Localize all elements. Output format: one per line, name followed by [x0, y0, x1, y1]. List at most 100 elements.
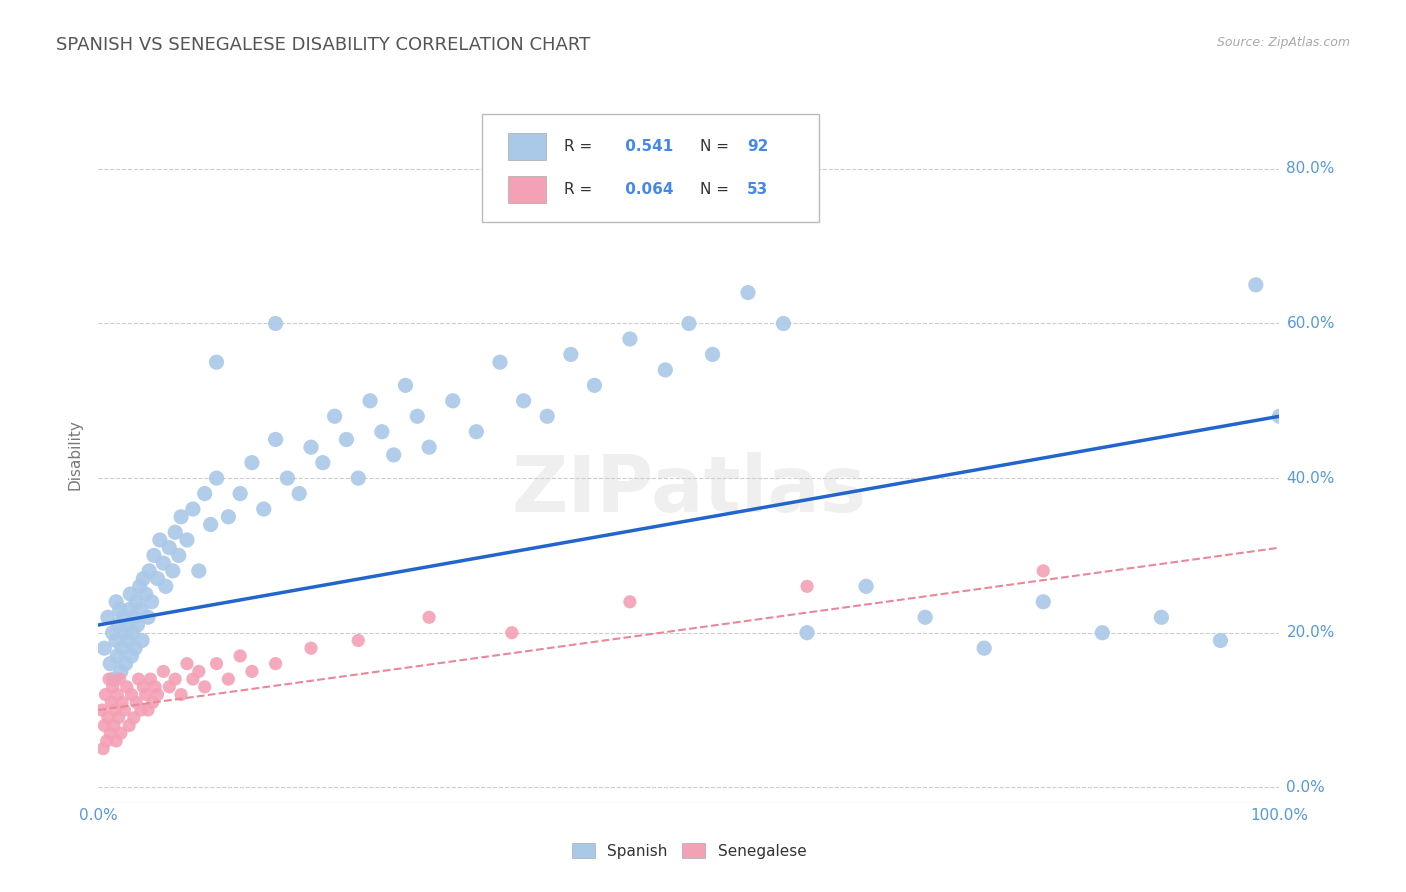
Point: [118, 718, 141, 732]
Point: [143, 680, 166, 694]
Point: [105, 734, 128, 748]
Text: R =: R =: [564, 182, 598, 197]
Point: [142, 695, 165, 709]
Point: [229, 648, 252, 663]
Point: [299, 641, 322, 656]
Point: [132, 572, 155, 586]
Point: [229, 486, 252, 500]
Point: [170, 688, 193, 702]
Point: [97, 610, 120, 624]
Point: [105, 595, 128, 609]
Point: [103, 718, 125, 732]
Point: [217, 509, 239, 524]
Text: 60.0%: 60.0%: [1286, 316, 1334, 331]
Point: [101, 680, 124, 694]
Point: [98, 657, 121, 671]
Point: [583, 378, 606, 392]
Point: [105, 648, 128, 663]
FancyBboxPatch shape: [482, 114, 818, 222]
Point: [110, 665, 132, 679]
Point: [536, 409, 558, 424]
Text: Source: ZipAtlas.com: Source: ZipAtlas.com: [1216, 36, 1350, 49]
Text: 0.0%: 0.0%: [1286, 780, 1326, 795]
Point: [418, 440, 440, 454]
Point: [96, 734, 118, 748]
Point: [155, 579, 177, 593]
Point: [91, 703, 114, 717]
Point: [121, 688, 143, 702]
Point: [120, 587, 142, 601]
Point: [125, 595, 148, 609]
Point: [264, 317, 287, 331]
Point: [418, 610, 440, 624]
Point: [194, 486, 217, 500]
Point: [157, 541, 180, 555]
Point: [112, 703, 135, 717]
Point: [253, 502, 276, 516]
Point: [737, 285, 759, 300]
Point: [347, 633, 370, 648]
Point: [101, 625, 124, 640]
Point: [131, 633, 153, 648]
Point: [1244, 277, 1267, 292]
Point: [146, 688, 169, 702]
Point: [108, 602, 131, 616]
Point: [157, 680, 180, 694]
Point: [125, 695, 148, 709]
Point: [93, 641, 115, 656]
Point: [115, 680, 138, 694]
Point: [98, 726, 121, 740]
Point: [138, 564, 160, 578]
FancyBboxPatch shape: [508, 177, 546, 202]
Point: [128, 672, 150, 686]
Point: [107, 618, 129, 632]
Point: [264, 657, 287, 671]
Point: [167, 549, 190, 563]
Text: SPANISH VS SENEGALESE DISABILITY CORRELATION CHART: SPANISH VS SENEGALESE DISABILITY CORRELA…: [56, 36, 591, 54]
Point: [914, 610, 936, 624]
Point: [654, 363, 676, 377]
Point: [121, 648, 143, 663]
Point: [312, 456, 335, 470]
Point: [855, 579, 877, 593]
Point: [146, 572, 169, 586]
Point: [136, 610, 159, 624]
Point: [121, 625, 143, 640]
Point: [240, 665, 263, 679]
Point: [1268, 409, 1291, 424]
Point: [135, 688, 157, 702]
Point: [678, 317, 700, 331]
Point: [394, 378, 416, 392]
Point: [111, 695, 134, 709]
Point: [1209, 633, 1232, 648]
Point: [205, 471, 228, 485]
Point: [152, 665, 174, 679]
Point: [619, 595, 641, 609]
Point: [512, 393, 534, 408]
Text: 0.541: 0.541: [620, 139, 673, 153]
Point: [142, 549, 165, 563]
Point: [240, 456, 263, 470]
Point: [115, 618, 138, 632]
Point: [501, 625, 523, 640]
Text: 53: 53: [747, 182, 768, 197]
Text: N =: N =: [700, 182, 734, 197]
Point: [165, 672, 187, 686]
Point: [489, 355, 512, 369]
Point: [136, 703, 159, 717]
Point: [117, 633, 139, 648]
Point: [187, 564, 209, 578]
Point: [371, 425, 394, 439]
Text: 0.064: 0.064: [620, 182, 673, 197]
Point: [205, 657, 228, 671]
Point: [176, 533, 198, 547]
Point: [135, 587, 157, 601]
Point: [162, 564, 184, 578]
Point: [176, 657, 198, 671]
Point: [170, 509, 193, 524]
Point: [465, 425, 488, 439]
Point: [406, 409, 429, 424]
Point: [323, 409, 346, 424]
Point: [94, 688, 117, 702]
Point: [347, 471, 370, 485]
